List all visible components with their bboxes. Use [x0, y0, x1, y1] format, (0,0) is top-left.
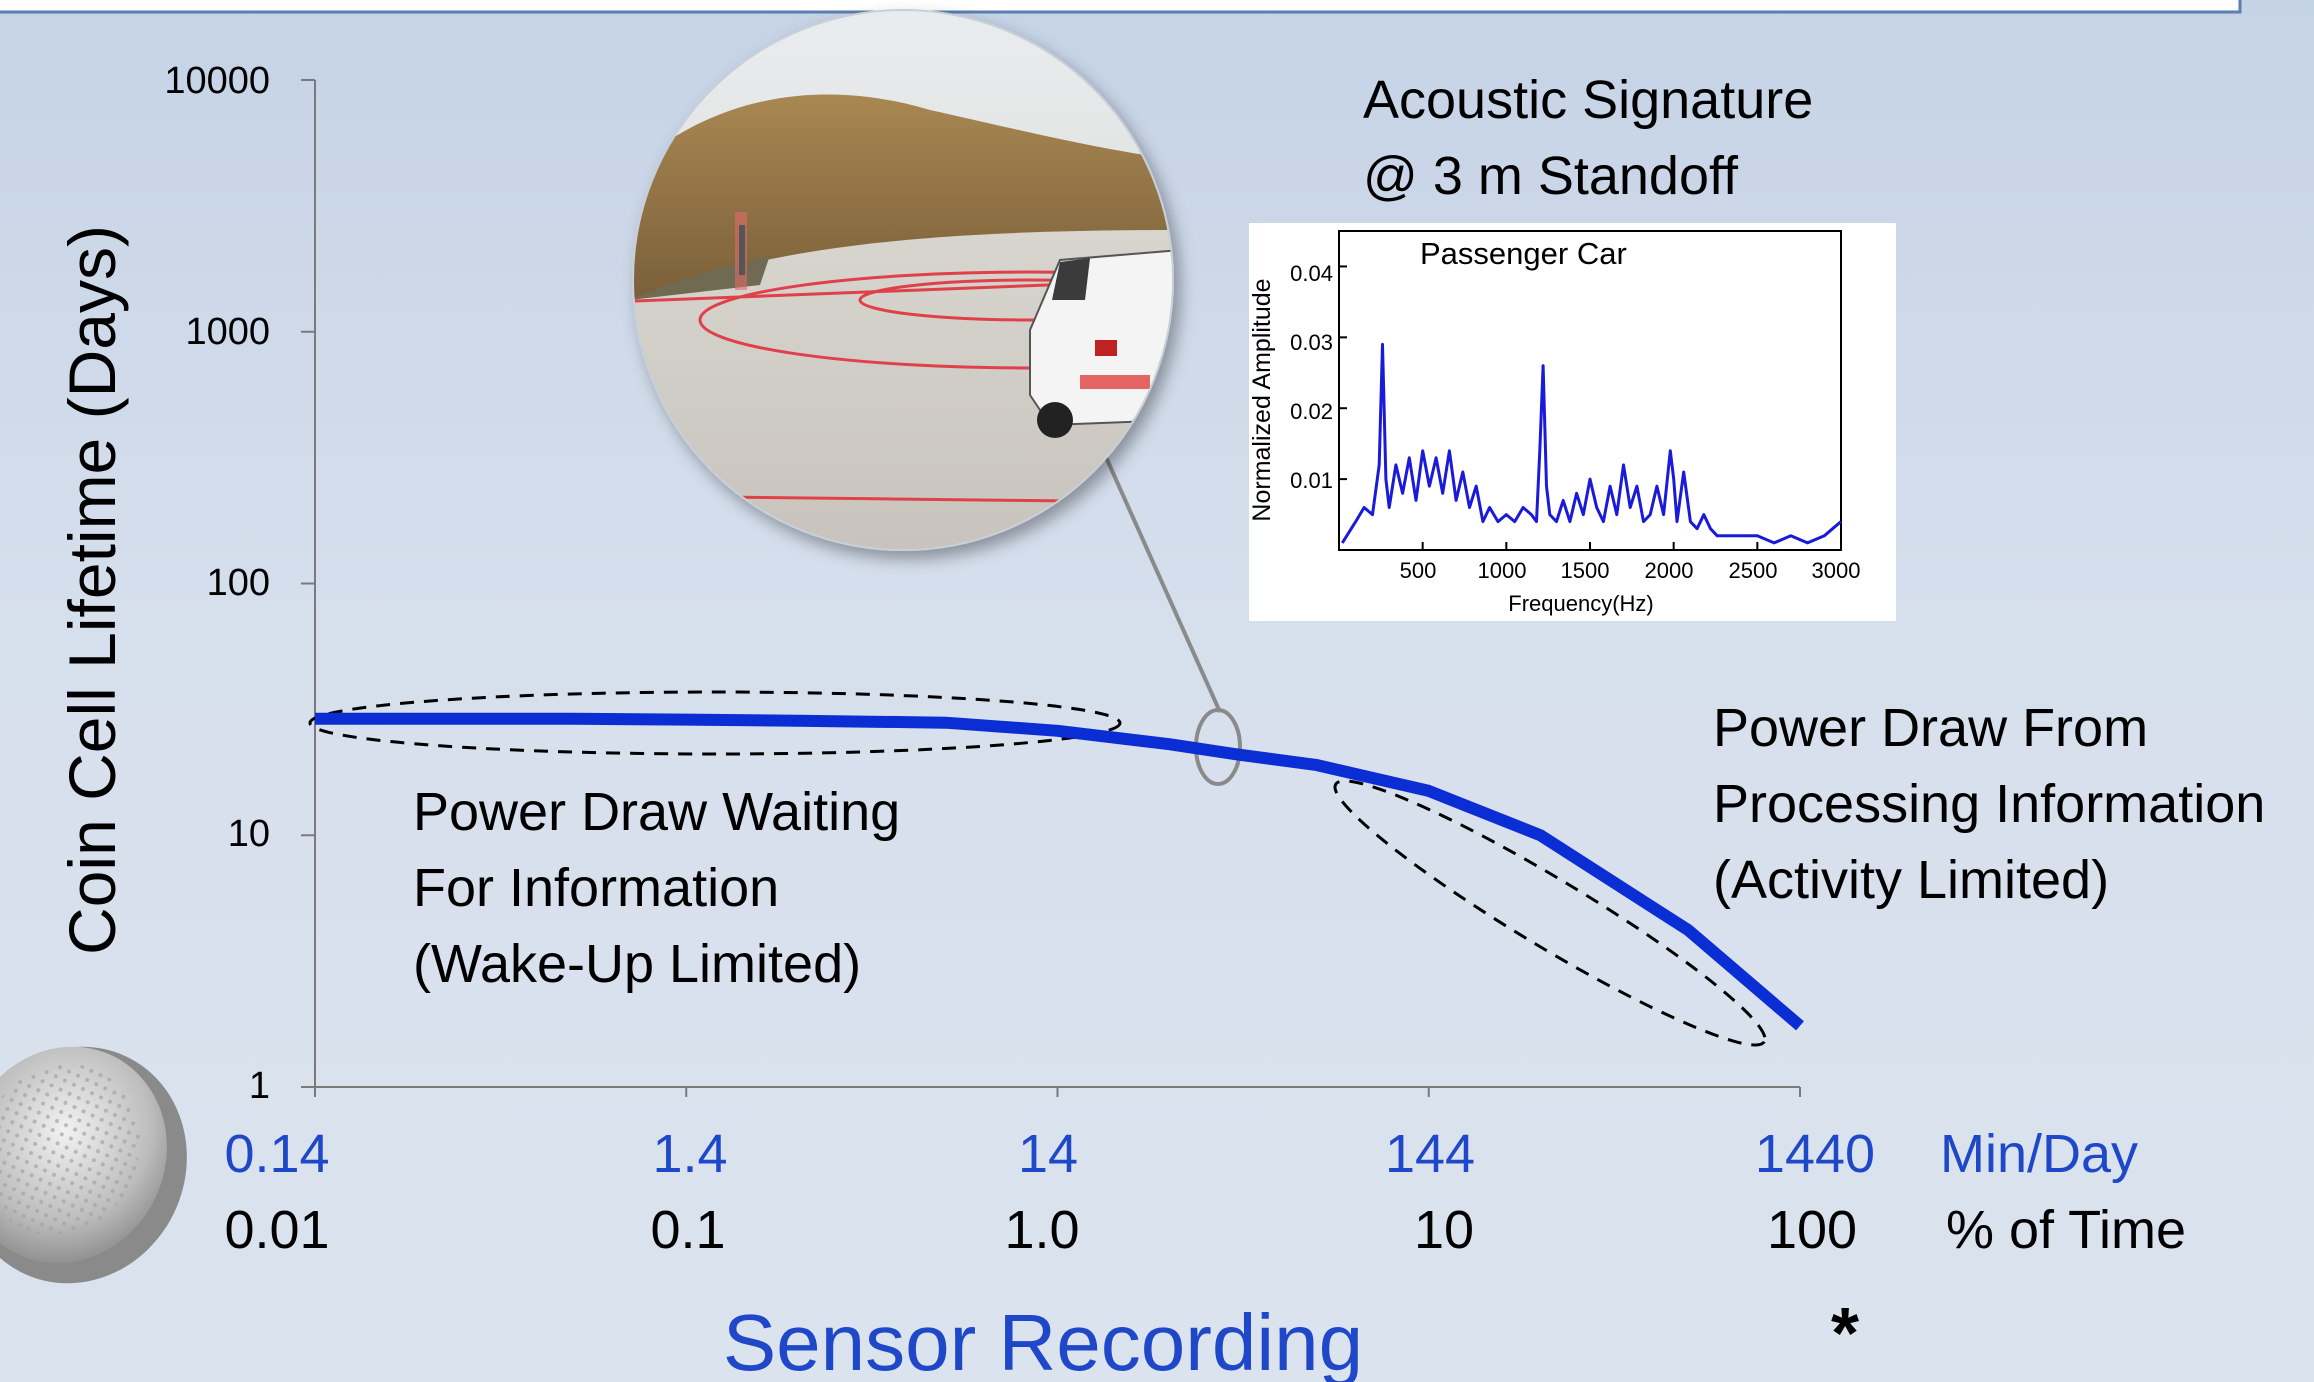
inset-y-tick-label: 0.02: [1290, 399, 1333, 424]
inset-x-axis-title: Frequency(Hz): [1508, 591, 1653, 616]
inset-x-tick-label: 2000: [1645, 558, 1694, 583]
car-shape: [1029, 248, 1173, 450]
inset-x-tick-label: 1500: [1561, 558, 1610, 583]
inset-y-tick-label: 0.04: [1290, 261, 1333, 286]
wake-up-annotation-line-3: (Wake-Up Limited): [413, 934, 861, 994]
wake-up-region-ellipse: [308, 690, 1122, 756]
y-tick-label: 10000: [164, 60, 270, 102]
y-tick-label: 10: [228, 813, 270, 855]
x-tick-label-min-per-day: 0.14: [224, 1124, 329, 1184]
x-tick-label-percent-time: 0.01: [224, 1200, 329, 1260]
x-axis-title: Sensor Recording: [723, 1298, 1363, 1382]
x-tick-label-percent-time: 1.0: [1004, 1200, 1079, 1260]
inset-x-tick-label: 3000: [1812, 558, 1861, 583]
y-tick-label: 1: [249, 1065, 270, 1107]
inset-y-tick-label: 0.01: [1290, 468, 1333, 493]
x-tick-label-percent-time: 100: [1767, 1200, 1857, 1260]
coin-cell-battery-icon: [0, 1046, 187, 1284]
activity-annotation-line-2: Processing Information: [1713, 774, 2265, 834]
zoom-connector-line: [1103, 454, 1222, 713]
acoustic-signature-line-1: Acoustic Signature: [1363, 70, 1813, 130]
inset-spectrum-chart: Passenger Car Frequency(Hz) Normalized A…: [1248, 223, 1896, 621]
x-tick-label-percent-time: 0.1: [650, 1200, 725, 1260]
x-tick-label-min-per-day: 144: [1385, 1124, 1475, 1184]
inset-title: Passenger Car: [1420, 236, 1627, 271]
x-tick-label-min-per-day: 14: [1018, 1124, 1078, 1184]
wake-up-annotation-line-1: Power Draw Waiting: [413, 782, 900, 842]
x-tick-label-min-per-day: 1440: [1755, 1124, 1875, 1184]
spectrum-line: [1341, 342, 1842, 545]
y-tick-label: 100: [207, 562, 270, 604]
inset-x-tick-label: 1000: [1478, 558, 1527, 583]
y-tick-label: 1000: [185, 311, 270, 353]
footnote-asterisk: *: [1831, 1294, 1859, 1374]
inset-x-tick-label: 500: [1400, 558, 1437, 583]
wake-up-annotation-line-2: For Information: [413, 858, 779, 918]
activity-annotation-line-1: Power Draw From: [1713, 698, 2148, 758]
x-tick-label-min-per-day: 1.4: [652, 1124, 727, 1184]
inset-x-tick-label: 2500: [1729, 558, 1778, 583]
desert-road-photo: [632, 9, 1174, 551]
x-tick-label-percent-time: 10: [1414, 1200, 1474, 1260]
inset-y-tick-label: 0.03: [1290, 330, 1333, 355]
inset-y-axis-title: Normalized Amplitude: [1248, 278, 1276, 521]
title-banner-frame: [0, 0, 2242, 14]
activity-region-ellipse: [1333, 779, 1767, 1047]
lifetime-curve: [315, 712, 1804, 1031]
acoustic-signature-line-2: @ 3 m Standoff: [1363, 146, 1739, 206]
x-unit-min-per-day: Min/Day: [1940, 1124, 2138, 1184]
y-axis-title: Coin Cell Lifetime (Days): [55, 225, 129, 955]
x-unit-percent-time: % of Time: [1946, 1200, 2186, 1260]
activity-annotation-line-3: (Activity Limited): [1713, 850, 2109, 910]
inset-chart-background: [1249, 223, 1896, 621]
main-plot-axes: [301, 79, 1801, 1097]
